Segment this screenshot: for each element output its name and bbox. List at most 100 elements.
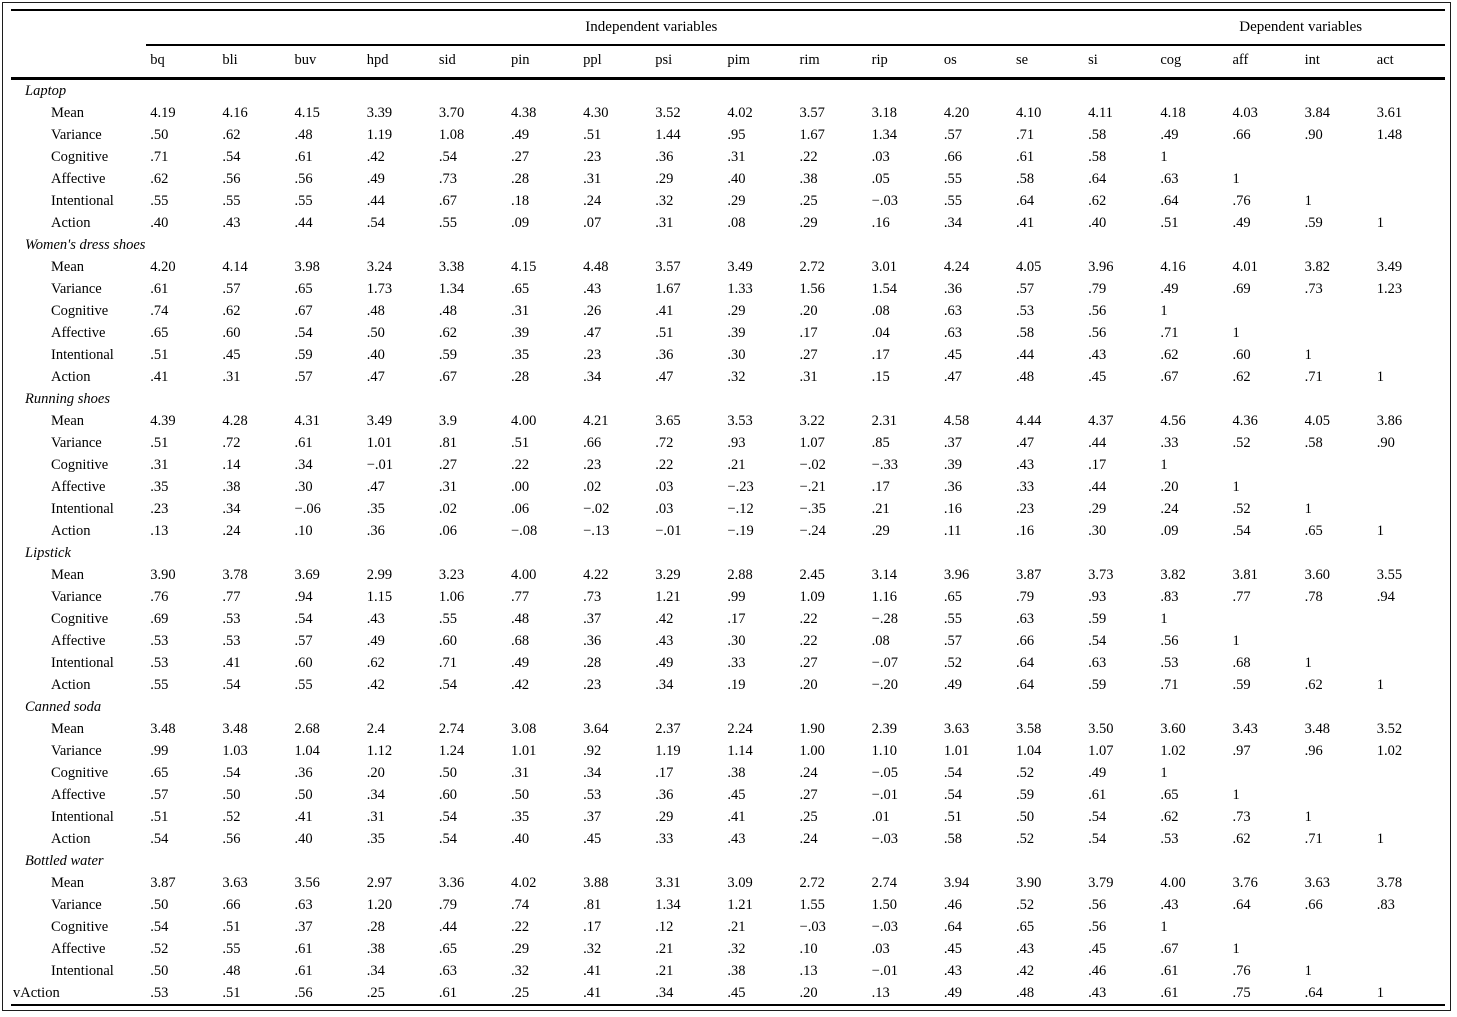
value-cell: 4.05 [1304,412,1331,429]
value-cell: .32 [727,940,746,957]
value-cell: .47 [943,368,962,385]
value-cell: .06 [438,522,457,539]
value-cell: 1.21 [727,896,753,913]
value-cell: .03 [871,940,890,957]
row-label: Cognitive [51,764,109,781]
value-cell: .50 [294,786,313,803]
value-cell: .60 [438,786,457,803]
value-cell: .66 [943,148,962,165]
value-cell: 1.67 [655,280,681,297]
table-row: Affective .65 .60 .54 .50 .62 .39 .47 .51 .39 .17.… [11,322,1445,344]
value-cell: .74 [150,302,169,319]
value-cell: .31 [583,170,602,187]
value-cell: .38 [727,962,746,979]
value-cell: 1.16 [871,588,898,605]
value-cell: .42 [655,610,674,627]
value-cell: .64 [1160,192,1179,209]
table-row: Affective .53 .53 .57 .49 .60 .68 .36 .43 .30 .22.… [11,630,1445,652]
value-cell: .01 [871,808,890,825]
row-label: Cognitive [51,148,109,165]
value-cell: .65 [1304,522,1323,539]
row-label: Mean [51,258,85,275]
value-cell: 4.56 [1160,412,1186,429]
table-row: Action .54 .56 .40 .35 .54 .40 .45 .33 .43 .24 −.03… [11,828,1445,850]
value-cell: 1.06 [438,588,465,605]
value-cell: 3.50 [1088,720,1114,737]
value-cell: .43 [1160,896,1179,913]
value-cell: .60 [294,654,313,671]
value-cell: .23 [150,500,169,517]
row-label: Action [51,214,91,231]
value-cell: 1.14 [727,742,753,759]
value-cell: .34 [655,676,674,693]
value-cell: 4.05 [1015,258,1042,275]
value-cell: .67 [438,192,457,209]
section-row: Canned soda [11,696,1445,718]
column-header-row: bq bli buv hpd sid pin ppl psi pim rim rip os se si co… [11,45,1445,80]
value-cell: .48 [510,610,530,627]
value-cell: 1.04 [1015,742,1042,759]
value-cell: .63 [1088,654,1107,671]
value-cell: 4.28 [222,412,248,429]
value-cell: .71 [1015,126,1035,143]
value-cell: 3.49 [366,412,393,429]
value-cell: .63 [943,302,962,319]
value-cell: .28 [510,170,530,187]
value-cell: .42 [1015,962,1035,979]
table-row: Cognitive .69 .53 .54 .43 .55 .48 .37 .42 .17 .22 −… [11,608,1445,630]
value-cell: .36 [655,786,674,803]
value-cell: 2.88 [727,566,753,583]
value-cell: 3.08 [510,720,537,737]
value-cell: .22 [510,918,530,935]
value-cell: 1.20 [366,896,393,913]
value-cell: .34 [222,500,241,517]
value-cell: 1.19 [655,742,681,759]
value-cell: 1 [1160,302,1168,319]
value-cell: .35 [366,830,385,847]
value-cell: .47 [1015,434,1035,451]
value-cell: 1.15 [366,588,393,605]
value-cell: 4.11 [1088,104,1113,121]
value-cell: .47 [655,368,674,385]
value-cell: 4.00 [510,412,537,429]
value-cell: 3.48 [1304,720,1331,737]
table-row: Cognitive .65 .54 .36 .20 .50 .31 .34 .17 .38 .24 −… [11,762,1445,784]
value-cell: 3.64 [583,720,609,737]
table-row: Mean 3.87 3.63 3.56 2.97 3.36 4.02 3.88 3.31 3.09… [11,872,1445,894]
value-cell: .33 [1160,434,1179,451]
value-cell: .25 [366,984,385,1001]
table-row: Intentional .55 .55 .55 .44 .67 .18 .24 .32 .29 .2… [11,190,1445,212]
value-cell: .57 [222,280,241,297]
value-cell: 3.23 [438,566,465,583]
row-label: Mean [51,874,85,891]
section-label: Canned soda [25,698,102,715]
value-cell [1373,146,1445,168]
value-cell: .21 [871,500,890,517]
value-cell: .20 [799,984,818,1001]
value-cell: .49 [366,170,385,187]
value-cell: .35 [510,346,530,363]
value-cell: 1.03 [222,742,248,759]
value-cell: 1.01 [366,434,393,451]
value-cell: .62 [1304,676,1323,693]
value-cell: 3.76 [1232,874,1258,891]
value-cell: 3.61 [1376,104,1403,121]
value-cell: .03 [871,148,890,165]
value-cell: 4.20 [150,258,176,275]
value-cell: .24 [583,192,602,209]
column-header-empty-cell [11,45,147,80]
value-cell: .28 [583,654,602,671]
row-label: Intentional [51,500,114,517]
value-cell: .20 [1160,478,1179,495]
row-label: Action [51,830,91,847]
value-cell: .31 [799,368,818,385]
table-row: Cognitive .71 .54 .61 .42 .54 .27 .23 .36 .31 .22.… [11,146,1445,168]
value-cell: .52 [222,808,241,825]
column-header-os: os [939,45,1012,80]
value-cell: .29 [655,808,674,825]
value-cell: .02 [438,500,457,517]
value-cell: 1.19 [366,126,393,143]
row-label: Mean [51,720,85,737]
value-cell: .34 [655,984,674,1001]
value-cell: 4.10 [1015,104,1042,121]
